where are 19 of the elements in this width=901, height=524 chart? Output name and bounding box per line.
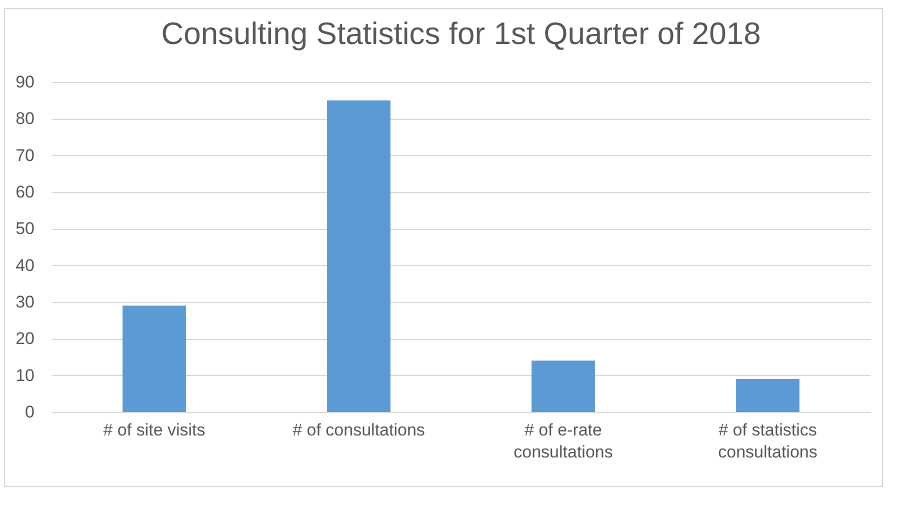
y-tick-label: 20 — [16, 329, 34, 348]
y-tick-label: 70 — [16, 146, 34, 165]
y-tick-label: 60 — [16, 182, 34, 202]
x-tick-label: # of consultations — [292, 420, 425, 440]
bar — [532, 360, 595, 412]
y-tick-label: 0 — [25, 402, 34, 422]
chart-title: Consulting Statistics for 1st Quarter of 2018 — [161, 16, 761, 51]
x-tick-label: # of statistics consultations — [718, 420, 818, 462]
y-tick-label: 90 — [16, 72, 34, 92]
y-tick-label: 10 — [16, 366, 34, 385]
y-tick-label: 40 — [16, 256, 34, 275]
bar — [122, 306, 186, 412]
y-tick-label: 30 — [16, 292, 34, 312]
y-tick-label: 80 — [16, 109, 34, 128]
y-tick-label: 50 — [16, 219, 34, 238]
bar — [327, 100, 390, 412]
x-tick-label: # of e-rate consultations — [514, 420, 613, 462]
x-tick-label: # of site visits — [103, 420, 206, 440]
bar — [736, 379, 800, 412]
